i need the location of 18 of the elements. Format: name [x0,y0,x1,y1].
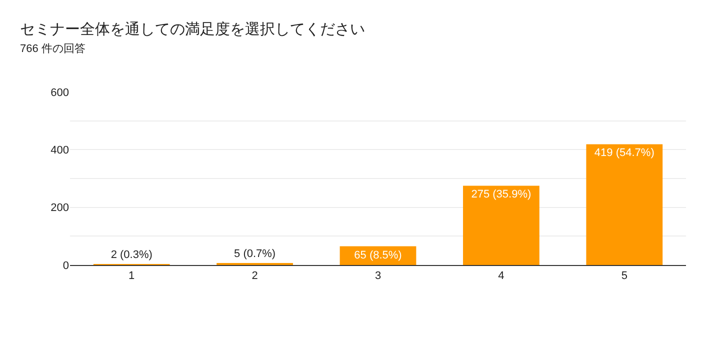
data-label: 5 (0.7%) [234,248,276,260]
y-tick-label: 0 [62,260,69,272]
x-tick-label: 1 [128,270,135,282]
chart-title: セミナー全体を通しての満足度を選択してください [20,21,365,38]
data-label: 2 (0.3%) [110,249,152,261]
bar [463,186,540,265]
y-tick-label: 600 [50,86,69,99]
x-tick-label: 2 [252,270,258,282]
y-tick-label: 200 [50,202,69,214]
y-tick-label: 400 [50,144,69,157]
data-label: 65 (8.5%) [354,249,402,262]
x-tick-label: 5 [621,270,628,282]
x-tick-label: 3 [374,270,382,282]
bar [586,144,663,265]
x-tick-label: 4 [498,270,504,282]
chart-subtitle: 766 件の回答 [20,43,86,55]
data-label: 419 (54.7%) [594,147,654,160]
data-label: 275 (35.9%) [471,188,532,201]
